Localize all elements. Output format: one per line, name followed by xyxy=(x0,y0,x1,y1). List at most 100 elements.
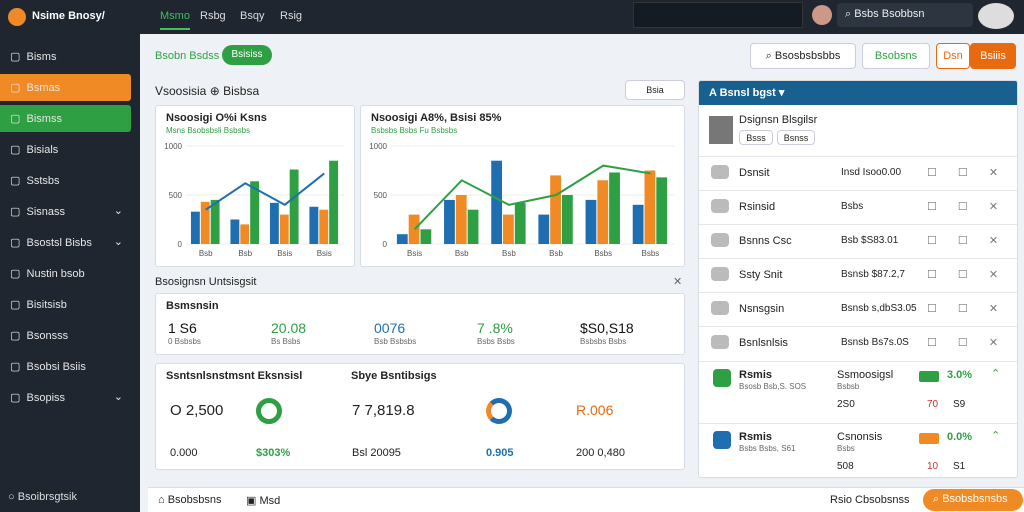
sidebar: Nsime Bnosy/ ○ Bsoibrsgtsik ▢ Bisms ▢ Bsm… xyxy=(0,0,140,512)
y-tick-label: 1000 xyxy=(164,142,182,151)
summary-title: Bsmsnsin xyxy=(166,300,219,312)
row-icon xyxy=(711,267,729,281)
row-actions[interactable]: ☐ ☐ ✕ xyxy=(927,235,999,247)
panel-title: A Bsnsl bgst xyxy=(709,87,776,99)
detail-value: Ο 2,500 xyxy=(170,402,224,419)
user-avatar[interactable] xyxy=(978,3,1014,29)
subtitle-text: Bisbsa xyxy=(223,84,260,98)
bottom-bar: ⌂ Bsobsbsns ▣ Msd Rsio Cbsobsnss ⌕ Bsobs… xyxy=(148,487,1024,512)
item-value[interactable]: Bsnsb $87.2,7 xyxy=(841,269,905,280)
row-icon xyxy=(711,335,729,349)
bottom-tab[interactable]: ▣ Msd xyxy=(246,495,281,507)
bar xyxy=(269,202,279,244)
row-icon xyxy=(711,165,729,179)
filter-dropdown[interactable]: Bsia xyxy=(625,80,685,100)
row-actions[interactable]: ☐ ☐ ✕ xyxy=(927,167,999,179)
top-tab[interactable]: Rsbg xyxy=(200,10,226,22)
row-divider xyxy=(699,224,1017,225)
profile-tag[interactable]: Bsss xyxy=(739,130,773,145)
bar xyxy=(656,177,668,244)
nav-item[interactable]: ▢ Sisnass ⌄ xyxy=(10,205,123,218)
button[interactable]: Bsobsns xyxy=(862,43,930,69)
card-chevron[interactable]: ⌃ xyxy=(991,368,1001,380)
chevron: ⌄ xyxy=(113,391,123,403)
button-primary[interactable]: Bsiiis xyxy=(970,43,1016,69)
nav-item[interactable]: ▢ Bisms xyxy=(10,51,57,63)
item-value[interactable]: Bsnsb s,dbS3.05 xyxy=(841,303,917,314)
top-tab[interactable]: Bsqy xyxy=(240,10,265,22)
bar xyxy=(396,234,408,244)
profile-photo xyxy=(709,116,733,144)
detail-value: Bsl 20095 xyxy=(352,447,401,459)
sidebar-footer[interactable]: ○ Bsoibrsgtsik xyxy=(8,491,77,503)
card-chevron[interactable]: ⌃ xyxy=(991,430,1001,442)
gauge xyxy=(486,398,512,424)
bar xyxy=(538,214,550,244)
nav-item[interactable]: ▢ Bisials xyxy=(10,144,59,156)
card-num: S1 xyxy=(953,461,966,472)
card-badge xyxy=(919,371,939,382)
side-panel: A Bsnsl bgst ▾ Dsignsn Blsgilsr Bsss Bsn… xyxy=(698,80,1018,478)
bar xyxy=(632,204,644,244)
row-divider xyxy=(699,258,1017,259)
bar xyxy=(200,201,210,244)
top-search[interactable]: ⌕ Bsbs Bsobbsn xyxy=(837,3,973,27)
nav-item[interactable]: ▢ Bsobsi Bsiis xyxy=(10,361,86,373)
nav-label: Bisms xyxy=(26,51,57,63)
card-name: Rsmis xyxy=(739,369,773,381)
card-num: S9 xyxy=(953,399,966,410)
bar xyxy=(309,206,319,244)
nav-item[interactable]: ▢ Sstsbs xyxy=(10,175,60,187)
bottom-text: Bsobsbsnsbs xyxy=(942,493,1008,505)
row-actions[interactable]: ☐ ☐ ✕ xyxy=(927,201,999,213)
search-button[interactable]: ⌕ Bsosbsbsbbs xyxy=(750,43,856,69)
profile-name: Dsignsn Blsgilsr xyxy=(739,114,818,126)
bar xyxy=(550,175,561,244)
top-tab[interactable]: Rsig xyxy=(280,10,303,22)
nav-label: Bsonsss xyxy=(26,330,69,342)
card-num: 10 xyxy=(927,461,939,472)
button[interactable]: Dsn xyxy=(936,43,970,69)
bar xyxy=(289,169,299,244)
item-value[interactable]: Bsb $S83.01 xyxy=(841,235,899,246)
row-actions[interactable]: ☐ ☐ ✕ xyxy=(927,337,999,349)
nav-label: Bsmas xyxy=(26,82,61,94)
bottom-left[interactable]: ⌂ Bsobsbsns xyxy=(158,494,222,506)
card-right-sub: Bsbsb xyxy=(837,382,860,391)
breadcrumb[interactable]: Bsobn Bsdss xyxy=(155,50,220,62)
nav-item[interactable]: ▢ Bsopiss ⌄ xyxy=(10,391,123,404)
nav-item[interactable]: ▢ Nustin bsob xyxy=(10,268,85,280)
bar xyxy=(240,224,250,244)
top-tab[interactable]: Msmo xyxy=(160,10,190,30)
brand: Nsime Bnosy/ xyxy=(32,10,105,22)
tag[interactable]: Bsisiss xyxy=(222,45,272,65)
nav-item[interactable]: ▢ Bsostsl Bisbs ⌄ xyxy=(10,236,123,249)
row-actions[interactable]: ☐ ☐ ✕ xyxy=(927,303,999,315)
avatar[interactable] xyxy=(812,5,832,25)
row-actions[interactable]: ☐ ☐ ✕ xyxy=(927,269,999,281)
nav-label: Bisials xyxy=(26,144,59,156)
card-badge xyxy=(919,433,939,444)
item-value[interactable]: Bsnsb Bs7s.0S xyxy=(841,337,909,348)
close[interactable]: ✕ xyxy=(673,276,683,288)
profile-tag[interactable]: Bsnss xyxy=(777,130,815,145)
nav-label: Sstsbs xyxy=(26,175,60,187)
card-right: Ssmoosigsl xyxy=(837,369,894,381)
nav-label: Bisitsisb xyxy=(26,299,67,311)
nav-label: Sisnass xyxy=(26,206,66,218)
bottom-right[interactable]: Rsio Cbsobsnss xyxy=(830,494,910,506)
card-sub: Bsosb Bsb,S. SOS xyxy=(739,382,807,391)
bottom-action[interactable]: ⌕ Bsobsbsnsbs xyxy=(923,489,1023,511)
nav-item[interactable]: ▢ Bismss xyxy=(0,105,131,132)
top-search-empty[interactable] xyxy=(633,2,803,28)
chart-subtitle: Bsbsbs Bsbs Fu Bsbsbs xyxy=(371,126,458,135)
nav-label: Bismss xyxy=(26,113,62,125)
y-tick-label: 0 xyxy=(383,240,388,249)
nav-item[interactable]: ▢ Bsonsss xyxy=(10,330,69,342)
nav-item[interactable]: ▢ Bisitsisb xyxy=(10,299,67,311)
item-value[interactable]: Insd Isoo0.00 xyxy=(841,167,902,178)
gauge xyxy=(256,398,282,424)
nav-item[interactable]: ▢ Bsmas xyxy=(0,74,131,101)
title-text: Vsoosisia xyxy=(155,84,207,98)
item-value[interactable]: Bsbs xyxy=(841,201,864,212)
